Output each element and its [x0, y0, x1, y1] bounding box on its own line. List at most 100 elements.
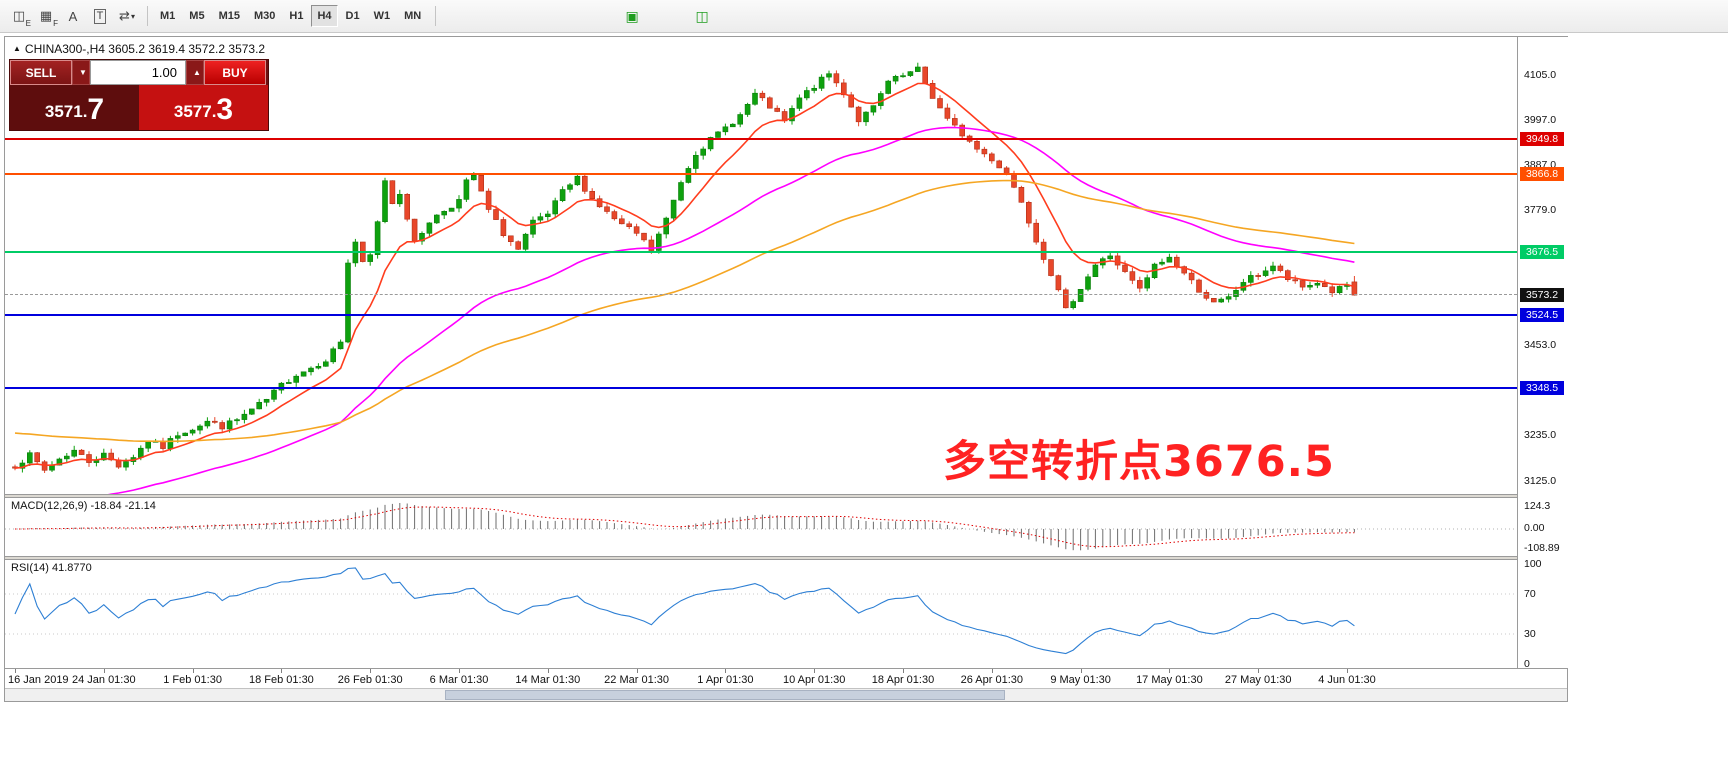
- timeframe-m5-button[interactable]: M5: [183, 5, 210, 27]
- time-tick: [636, 669, 638, 673]
- time-tick: [1169, 669, 1171, 673]
- timeframe-group: M1 M5 M15 M30 H1 H4 D1 W1 MN: [154, 5, 429, 27]
- time-label: 6 Mar 01:30: [429, 674, 489, 686]
- grid-objects-icon-glyph: ▦: [39, 8, 53, 23]
- symbol-ohlc-header: CHINA300-,H4 3605.2 3619.4 3572.2 3573.2: [24, 42, 266, 56]
- macd-splitter[interactable]: [5, 494, 1567, 498]
- time-tick: [192, 669, 194, 673]
- trade-prices-row: 3571. 7 3577. 3: [10, 85, 268, 130]
- wave-objects-icon[interactable]: ◫ E: [6, 4, 32, 28]
- time-tick: [903, 669, 904, 673]
- time-label: 4 Jun 01:30: [1318, 674, 1376, 686]
- sell-price[interactable]: 3571. 7: [10, 85, 139, 130]
- extra-icons-group: ▣ ◫: [442, 5, 714, 27]
- buy-price[interactable]: 3577. 3: [139, 85, 268, 130]
- time-tick: [1080, 669, 1082, 673]
- time-tick: [103, 669, 105, 673]
- volume-decrease-button[interactable]: ▼: [72, 60, 90, 85]
- horizontal-scrollbar: [5, 688, 1567, 701]
- time-label: 24 Jan 01:30: [71, 674, 136, 686]
- time-label: 17 May 01:30: [1136, 674, 1203, 686]
- grid-objects-icon[interactable]: ▦ F: [33, 4, 59, 28]
- time-tick: [459, 669, 460, 673]
- rsi-axis-label: 100: [1524, 558, 1542, 570]
- text-label-tool-icon[interactable]: A: [60, 4, 86, 28]
- buy-price-last-digit: 3: [216, 93, 234, 126]
- price-chart-canvas[interactable]: [5, 37, 1517, 494]
- timeframe-h1-button[interactable]: H1: [283, 5, 309, 27]
- time-tick: [1347, 669, 1348, 673]
- one-click-trading-panel: SELL ▼ ▲ BUY 3571.7 3577.3: [9, 59, 269, 131]
- timeframe-m30-button[interactable]: M30: [248, 5, 281, 27]
- timeframe-mn-button[interactable]: MN: [398, 5, 427, 27]
- chart-window: MACD(12,26,9) -18.84 -21.14 RSI(14) 41.8…: [4, 36, 1568, 702]
- one-click-collapse-toggle[interactable]: ▲: [13, 44, 21, 53]
- grid-objects-icon-sub: F: [53, 19, 58, 28]
- time-label: 10 Apr 01:30: [782, 674, 846, 686]
- support-line-3524-5[interactable]: [5, 314, 1517, 317]
- trade-controls-row: SELL ▼ ▲ BUY: [10, 60, 268, 85]
- timeframe-h4-button[interactable]: H4: [311, 5, 338, 27]
- time-label: 9 May 01:30: [1050, 674, 1111, 686]
- volume-increase-button[interactable]: ▲: [186, 60, 204, 85]
- chart-text-annotation[interactable]: 多空转折点3676.5: [943, 437, 1335, 487]
- resistance-line-3866-8-label: 3866.8: [1520, 166, 1564, 181]
- rsi-splitter[interactable]: [5, 556, 1567, 560]
- volume-input[interactable]: [90, 60, 186, 85]
- support-line-3348-5[interactable]: [5, 387, 1517, 390]
- resistance-line-3866-8[interactable]: [5, 172, 1517, 175]
- time-label: 18 Feb 01:30: [248, 674, 314, 686]
- price-tick: 3997.0: [1524, 113, 1557, 126]
- price-tick: 3125.0: [1524, 474, 1557, 487]
- rsi-indicator-canvas[interactable]: [5, 560, 1517, 668]
- time-tick: [1258, 669, 1260, 673]
- buy-button[interactable]: BUY: [204, 60, 266, 85]
- scrollbar-thumb[interactable]: [445, 690, 1005, 700]
- line-studies-tool-icon[interactable]: ⇄ ▾: [114, 4, 140, 28]
- time-label: 26 Feb 01:30: [337, 674, 403, 686]
- macd-axis-label: -108.89: [1524, 542, 1560, 554]
- timeframe-d1-button[interactable]: D1: [340, 5, 366, 27]
- price-tick: 3235.0: [1524, 429, 1557, 442]
- toolbar-separator: [147, 6, 148, 26]
- time-tick: [725, 669, 727, 673]
- macd-indicator-canvas[interactable]: [5, 498, 1517, 556]
- timeframe-m15-button[interactable]: M15: [213, 5, 246, 27]
- time-label: 1 Apr 01:30: [697, 674, 754, 686]
- time-tick: [370, 669, 372, 673]
- timeframe-w1-button[interactable]: W1: [368, 5, 397, 27]
- sell-button[interactable]: SELL: [10, 60, 72, 85]
- time-tick: [814, 669, 816, 673]
- green-indicator-icon-1[interactable]: ▣: [625, 7, 639, 24]
- price-tick: 3779.0: [1524, 203, 1557, 216]
- time-label: 16 Jan 2019: [8, 674, 69, 686]
- line-studies-tool-icon-glyph: ⇄: [119, 8, 130, 23]
- time-tick: [547, 669, 549, 673]
- text-box-tool-icon[interactable]: T: [87, 4, 113, 28]
- time-label: 18 Apr 01:30: [871, 674, 935, 686]
- rsi-axis-label: 30: [1524, 628, 1536, 640]
- sell-price-last-digit: 7: [87, 93, 105, 126]
- support-line-3524-5-label: 3524.5: [1520, 308, 1564, 323]
- timeframe-m1-button[interactable]: M1: [154, 5, 181, 27]
- macd-label: MACD(12,26,9) -18.84 -21.14: [11, 500, 156, 512]
- green-indicator-icon-2[interactable]: ◫: [695, 7, 709, 24]
- toolbar-separator: [435, 6, 437, 26]
- wave-objects-icon-glyph: ◫: [12, 8, 26, 23]
- price-tick: 4105.0: [1524, 69, 1557, 81]
- time-label: 1 Feb 01:30: [163, 674, 222, 686]
- chart-header: ▲ CHINA300-,H4 3605.2 3619.4 3572.2 3573.…: [13, 42, 265, 56]
- wave-objects-icon-sub: E: [25, 19, 31, 28]
- pivot-line-3676-5[interactable]: [5, 251, 1517, 254]
- time-tick: [991, 669, 993, 673]
- resistance-line-3949-8[interactable]: [5, 138, 1517, 141]
- macd-axis-label: 0.00: [1524, 522, 1545, 534]
- sell-price-main: 3571.: [44, 102, 88, 121]
- support-line-3348-5-label: 3348.5: [1520, 381, 1564, 396]
- time-label: 14 Mar 01:30: [515, 674, 581, 686]
- time-label: 22 Mar 01:30: [604, 674, 670, 686]
- time-tick: [15, 669, 16, 673]
- current-price-line[interactable]: [5, 294, 1517, 296]
- current-price-line-label: 3573.2: [1520, 288, 1564, 303]
